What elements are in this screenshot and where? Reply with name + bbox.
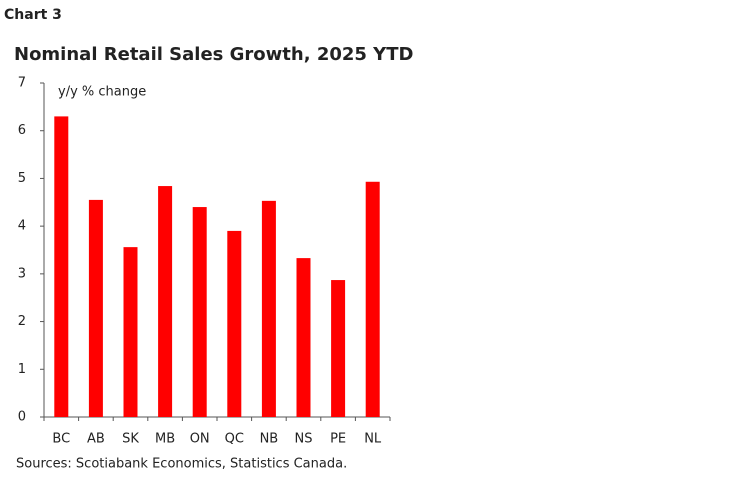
x-tick-label: SK xyxy=(122,432,139,447)
bar xyxy=(227,230,242,417)
annotation: y/y % change xyxy=(58,85,146,100)
chart-label: Chart 3 xyxy=(4,7,62,23)
x-tick-label: NL xyxy=(364,432,382,447)
x-tick-label: ON xyxy=(190,432,210,447)
bar xyxy=(331,280,346,417)
x-tick-label: QC xyxy=(225,432,244,447)
bar xyxy=(365,181,380,417)
bar xyxy=(88,199,103,417)
x-tick-label: PE xyxy=(330,432,346,447)
y-tick-label: 0 xyxy=(18,410,26,425)
y-tick-label: 3 xyxy=(18,266,26,281)
bar xyxy=(54,116,69,418)
source: Sources: Scotiabank Economics, Statistic… xyxy=(16,457,347,472)
x-tick-label: AB xyxy=(87,432,105,447)
bar xyxy=(123,247,138,417)
x-tick-label: BC xyxy=(52,432,70,447)
y-tick-label: 1 xyxy=(18,362,26,377)
bar xyxy=(192,207,207,417)
y-tick-label: 5 xyxy=(18,171,26,186)
y-tick-label: 7 xyxy=(18,76,26,91)
bar xyxy=(158,186,173,417)
x-tick-label: NB xyxy=(260,432,279,447)
chart-title: Nominal Retail Sales Growth, 2025 YTD xyxy=(14,44,413,65)
x-tick-label: NS xyxy=(295,432,313,447)
y-tick-label: 2 xyxy=(18,314,26,329)
y-tick-label: 6 xyxy=(18,123,26,138)
bar xyxy=(261,200,276,417)
bar xyxy=(296,258,311,417)
x-tick-label: MB xyxy=(155,432,175,447)
y-tick-label: 4 xyxy=(18,219,26,234)
